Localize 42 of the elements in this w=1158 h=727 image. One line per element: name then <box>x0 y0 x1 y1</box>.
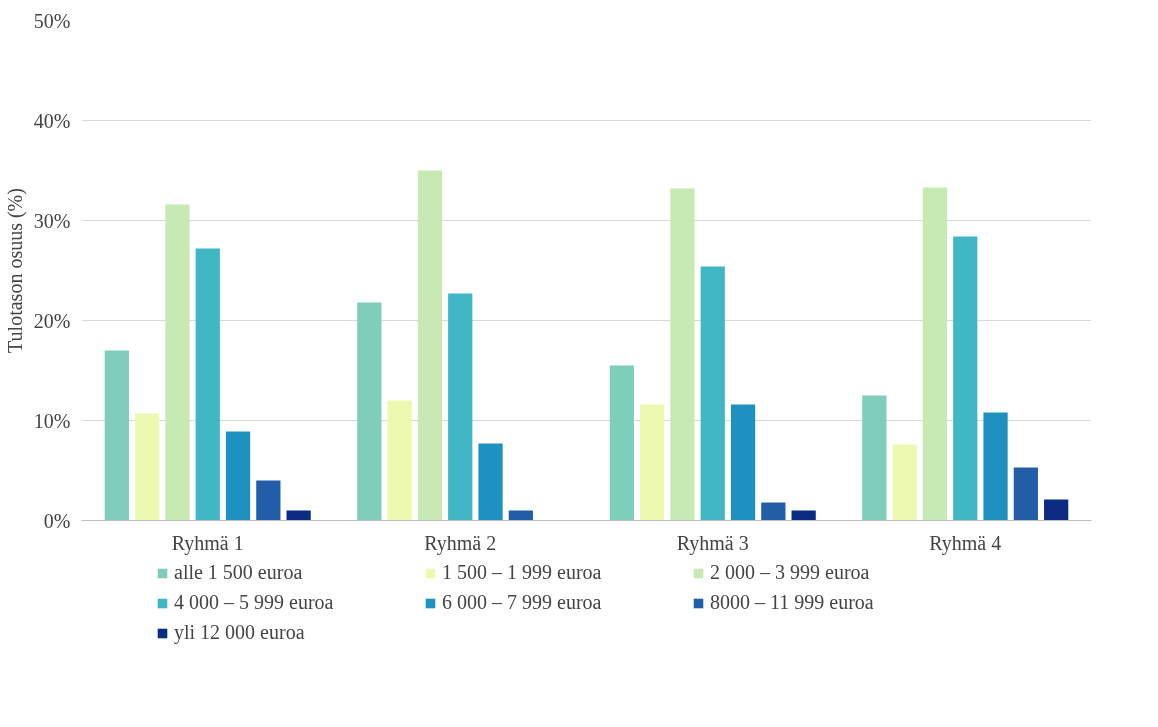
bar <box>670 188 695 521</box>
x-tick-label: Ryhmä 3 <box>676 531 749 555</box>
legend-label: 2 000 – 3 999 euroa <box>710 561 871 584</box>
x-tick-label: Ryhmä 4 <box>929 531 1002 555</box>
bar <box>195 248 220 521</box>
x-tick-label: Ryhmä 2 <box>424 531 497 555</box>
y-tick-label: 50% <box>33 9 71 32</box>
bar <box>892 444 917 521</box>
bar <box>104 350 129 521</box>
bar <box>448 293 473 521</box>
bar <box>1044 499 1069 521</box>
legend-label: 1 500 – 1 999 euroa <box>442 561 603 584</box>
bar <box>953 236 978 521</box>
legend-label: alle 1 500 euroa <box>174 561 304 584</box>
bar <box>357 302 382 521</box>
y-tick-label: 10% <box>33 409 71 432</box>
legend-label: yli 12 000 euroa <box>174 621 306 644</box>
bar <box>417 170 443 521</box>
bar <box>256 480 281 521</box>
x-tick-label: Ryhmä 1 <box>171 531 244 555</box>
legend-label: 6 000 – 7 999 euroa <box>442 591 603 614</box>
bar <box>1013 467 1038 521</box>
bar <box>983 412 1008 521</box>
y-axis-title: Tulotason osuus (%) <box>3 188 27 353</box>
bar <box>135 413 160 521</box>
bar <box>225 431 251 521</box>
bar <box>922 187 948 521</box>
legend-label: 8000 – 11 999 euroa <box>710 591 875 614</box>
bar <box>640 404 665 521</box>
bar <box>609 365 634 521</box>
bar <box>700 266 725 521</box>
bar <box>862 395 887 521</box>
y-tick-label: 30% <box>33 209 71 232</box>
y-tick-label: 20% <box>33 309 71 332</box>
bar <box>165 204 190 521</box>
bar <box>478 443 503 521</box>
bar <box>387 400 412 521</box>
legend-label: 4 000 – 5 999 euroa <box>174 591 335 614</box>
y-tick-label: 0% <box>43 509 71 532</box>
bar <box>730 404 756 521</box>
bar <box>761 502 786 521</box>
y-tick-label: 40% <box>33 109 71 132</box>
